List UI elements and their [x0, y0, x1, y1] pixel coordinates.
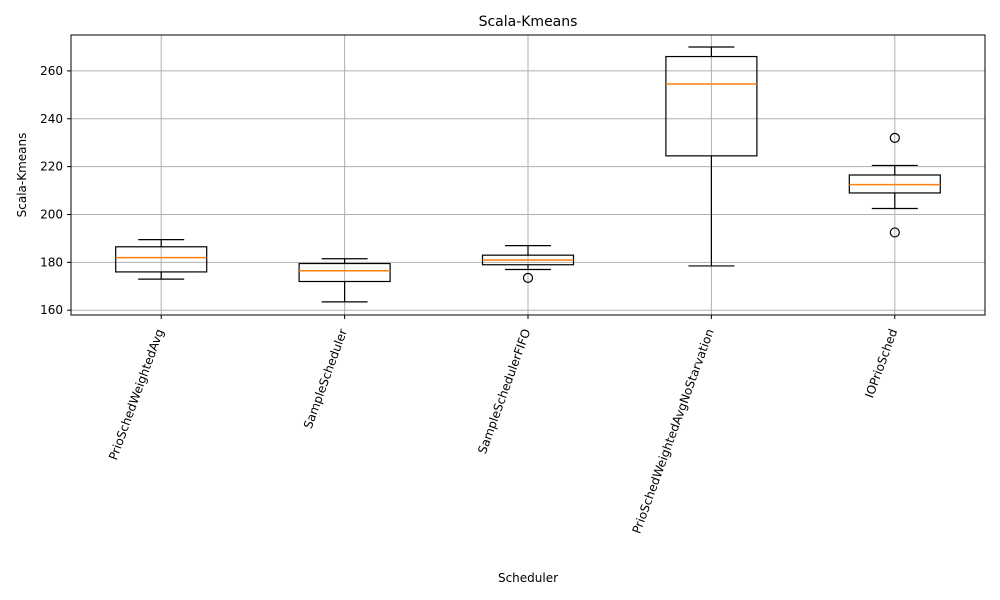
box-SampleSchedulerFIFO [481, 244, 575, 284]
axes: 160 180 200 220 240 260 PrioSchedWeightedAvg Sa… [40, 64, 900, 536]
box-IOPrioSched [848, 132, 941, 238]
plot-marks [115, 46, 941, 303]
chart-title: Scala-Kmeans [479, 14, 578, 30]
x-tick-label: SampleScheduler [301, 327, 350, 431]
iqr-box [665, 55, 758, 157]
y-tick-label: 160 [40, 303, 63, 317]
x-tick-label: IOPrioSched [862, 327, 900, 400]
iqr-box [298, 262, 391, 283]
outlier-point [889, 132, 900, 144]
plot-frame [70, 34, 986, 316]
box-SampleScheduler [298, 258, 391, 303]
x-tick-label: SampleSchedulerFIFO [475, 327, 533, 456]
box-PrioSchedWeightedAvg [115, 239, 208, 280]
y-tick-label: 180 [40, 255, 63, 269]
y-tick-label: 220 [40, 160, 63, 174]
x-tick-label: PrioSchedWeightedAvgNoStarvation [630, 327, 717, 536]
y-tick-label: 200 [40, 207, 63, 221]
grid [71, 35, 985, 315]
x-tick-label: PrioSchedWeightedAvg [106, 327, 167, 462]
iqr-box [115, 246, 208, 273]
outlier-point [889, 227, 900, 238]
outlier-point [522, 272, 534, 284]
y-axis-label: Scala-Kmeans [15, 133, 29, 218]
y-tick-label: 260 [40, 64, 63, 78]
y-tick-label: 240 [40, 112, 63, 126]
box-PrioSchedWeightedAvgNoStarvation [665, 46, 758, 267]
x-axis-label: Scheduler [498, 571, 558, 585]
